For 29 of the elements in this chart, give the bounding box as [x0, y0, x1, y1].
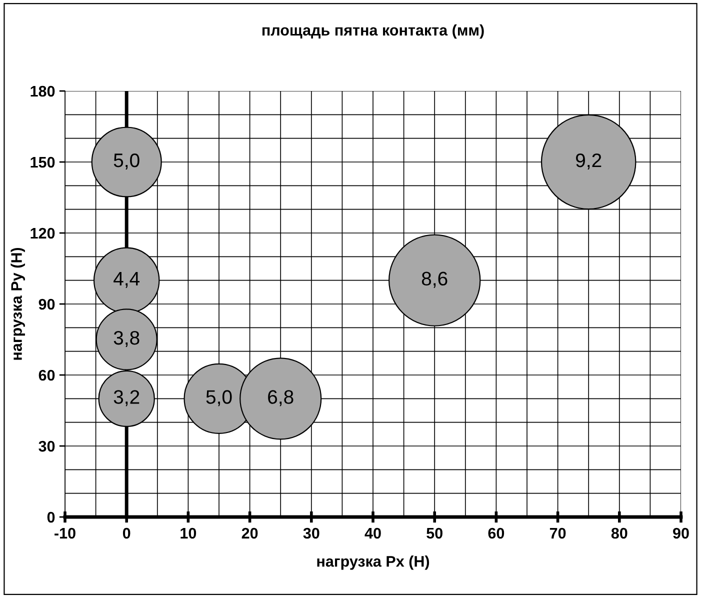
x-tick-label: 0 [122, 528, 130, 539]
x-tick-label: 60 [488, 528, 504, 539]
data-label: 3,8 [114, 330, 140, 348]
y-tick-label: 60 [38, 370, 55, 381]
data-label: 4,4 [114, 272, 140, 288]
data-label: 9,2 [576, 153, 602, 170]
x-tick-label: 90 [673, 528, 689, 539]
x-tick-label: 80 [611, 528, 628, 539]
y-axis-title: нагрузка Py (H) [10, 248, 25, 360]
data-label: 5,0 [114, 153, 140, 170]
x-tick-label: 50 [426, 528, 442, 539]
y-tick-label: 0 [47, 512, 55, 523]
x-tick-label: 30 [303, 528, 320, 539]
y-tick-label: 90 [38, 298, 55, 310]
y-tick-label: 150 [30, 156, 55, 168]
x-tick-label: 10 [180, 528, 196, 539]
data-label: 5,0 [206, 390, 232, 406]
x-tick-label: 70 [550, 528, 566, 539]
y-tick-label: 30 [38, 440, 55, 452]
data-label: 3,2 [114, 390, 140, 406]
data-label: 6,8 [268, 390, 294, 406]
data-label: 8,6 [422, 272, 448, 288]
chart-title: площадь пятна контакта (мм) [262, 24, 484, 39]
x-tick-label: 20 [242, 528, 258, 539]
x-tick-label: 40 [364, 528, 381, 539]
x-tick-label: -10 [54, 528, 76, 539]
y-tick-label: 180 [30, 86, 55, 97]
x-axis-title: нагрузка Px (H) [317, 556, 430, 570]
y-tick-label: 120 [30, 228, 55, 239]
